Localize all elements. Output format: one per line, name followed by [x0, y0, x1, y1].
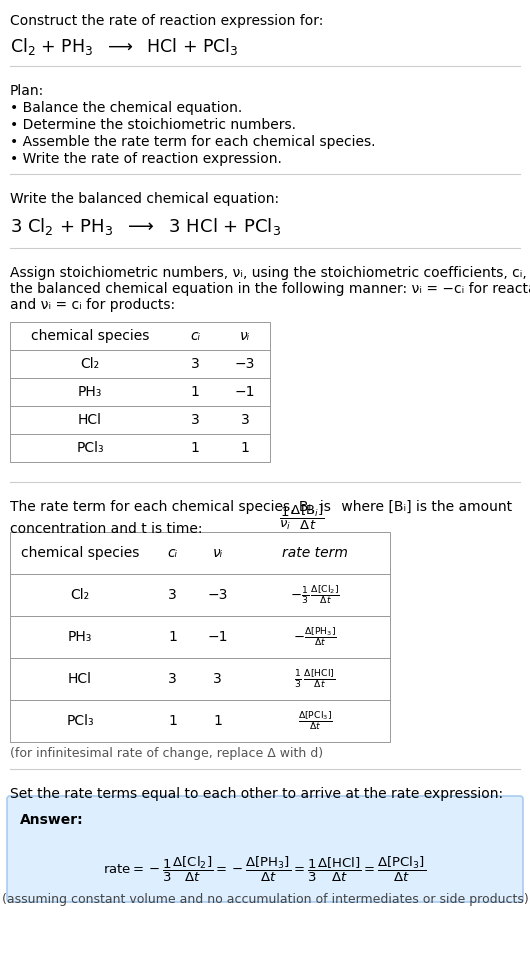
Text: $\frac{\Delta[\mathrm{PCl}_3]}{\Delta t}$: $\frac{\Delta[\mathrm{PCl}_3]}{\Delta t}…	[298, 710, 332, 732]
Text: 3: 3	[168, 672, 177, 686]
Text: 3: 3	[168, 588, 177, 602]
Text: • Write the rate of reaction expression.: • Write the rate of reaction expression.	[10, 152, 282, 166]
Text: $\frac{1}{3}\,\frac{\Delta[\mathrm{HCl}]}{\Delta t}$: $\frac{1}{3}\,\frac{\Delta[\mathrm{HCl}]…	[294, 668, 335, 690]
Text: The rate term for each chemical species, Bᵢ, is: The rate term for each chemical species,…	[10, 500, 335, 514]
Bar	[10, 700, 390, 742]
Bar	[10, 322, 270, 350]
Bar	[10, 378, 270, 406]
Text: • Assemble the rate term for each chemical species.: • Assemble the rate term for each chemic…	[10, 135, 375, 149]
Text: Construct the rate of reaction expression for:: Construct the rate of reaction expressio…	[10, 14, 323, 28]
Text: 3: 3	[213, 672, 222, 686]
Text: PCl₃: PCl₃	[66, 714, 94, 728]
Text: −3: −3	[235, 357, 255, 371]
Bar	[10, 406, 270, 434]
Bar	[10, 434, 270, 462]
Text: cᵢ: cᵢ	[167, 546, 178, 560]
Text: PCl₃: PCl₃	[76, 441, 104, 455]
Text: Assign stoichiometric numbers, νᵢ, using the stoichiometric coefficients, cᵢ, fr: Assign stoichiometric numbers, νᵢ, using…	[10, 266, 530, 280]
Text: 1: 1	[241, 441, 250, 455]
Text: HCl: HCl	[78, 413, 102, 427]
Text: PH₃: PH₃	[68, 630, 92, 644]
Text: 3: 3	[241, 413, 250, 427]
Text: 1: 1	[168, 714, 177, 728]
Text: (assuming constant volume and no accumulation of intermediates or side products): (assuming constant volume and no accumul…	[2, 893, 528, 906]
Text: (for infinitesimal rate of change, replace Δ with d): (for infinitesimal rate of change, repla…	[10, 747, 323, 760]
Text: the balanced chemical equation in the following manner: νᵢ = −cᵢ for reactants: the balanced chemical equation in the fo…	[10, 282, 530, 296]
Text: $\dfrac{1}{\nu_i}\dfrac{\Delta[\mathrm{B}_i]}{\Delta t}$: $\dfrac{1}{\nu_i}\dfrac{\Delta[\mathrm{B…	[279, 503, 324, 532]
Text: −3: −3	[207, 588, 228, 602]
Text: chemical species: chemical species	[21, 546, 139, 560]
Text: 1: 1	[191, 385, 199, 399]
Text: Cl$_2$ + PH$_3$  $\longrightarrow$  HCl + PCl$_3$: Cl$_2$ + PH$_3$ $\longrightarrow$ HCl + …	[10, 36, 238, 57]
Text: • Determine the stoichiometric numbers.: • Determine the stoichiometric numbers.	[10, 118, 296, 132]
Text: Cl₂: Cl₂	[70, 588, 90, 602]
Text: 1: 1	[168, 630, 177, 644]
Text: Answer:: Answer:	[20, 813, 84, 827]
Text: νᵢ: νᵢ	[240, 329, 250, 343]
Text: νᵢ: νᵢ	[213, 546, 223, 560]
FancyBboxPatch shape	[7, 796, 523, 902]
Bar	[10, 616, 390, 658]
Text: where [Bᵢ] is the amount: where [Bᵢ] is the amount	[337, 500, 512, 514]
Text: concentration and t is time:: concentration and t is time:	[10, 522, 202, 536]
Text: HCl: HCl	[68, 672, 92, 686]
Text: −1: −1	[207, 630, 228, 644]
Text: cᵢ: cᵢ	[190, 329, 200, 343]
Text: −1: −1	[235, 385, 255, 399]
Bar	[10, 574, 390, 616]
Text: $-\frac{1}{3}\,\frac{\Delta[\mathrm{Cl}_2]}{\Delta t}$: $-\frac{1}{3}\,\frac{\Delta[\mathrm{Cl}_…	[290, 584, 340, 606]
Text: • Balance the chemical equation.: • Balance the chemical equation.	[10, 101, 242, 115]
Text: Set the rate terms equal to each other to arrive at the rate expression:: Set the rate terms equal to each other t…	[10, 787, 503, 801]
Text: Plan:: Plan:	[10, 84, 44, 98]
Text: 3: 3	[191, 357, 199, 371]
Text: $\mathrm{rate} = -\dfrac{1}{3}\dfrac{\Delta[\mathrm{Cl}_2]}{\Delta t} = -\dfrac{: $\mathrm{rate} = -\dfrac{1}{3}\dfrac{\De…	[103, 855, 427, 884]
Text: PH₃: PH₃	[78, 385, 102, 399]
Bar	[10, 350, 270, 378]
Text: 1: 1	[191, 441, 199, 455]
Text: chemical species: chemical species	[31, 329, 149, 343]
Text: Cl₂: Cl₂	[81, 357, 100, 371]
Text: 3: 3	[191, 413, 199, 427]
Text: 1: 1	[213, 714, 222, 728]
Bar	[10, 532, 390, 574]
Text: Write the balanced chemical equation:: Write the balanced chemical equation:	[10, 192, 279, 206]
Text: and νᵢ = cᵢ for products:: and νᵢ = cᵢ for products:	[10, 298, 175, 312]
Text: $-\frac{\Delta[\mathrm{PH}_3]}{\Delta t}$: $-\frac{\Delta[\mathrm{PH}_3]}{\Delta t}…	[293, 626, 337, 648]
Text: rate term: rate term	[282, 546, 348, 560]
Bar	[10, 658, 390, 700]
Text: 3 Cl$_2$ + PH$_3$  $\longrightarrow$  3 HCl + PCl$_3$: 3 Cl$_2$ + PH$_3$ $\longrightarrow$ 3 HC…	[10, 216, 281, 237]
